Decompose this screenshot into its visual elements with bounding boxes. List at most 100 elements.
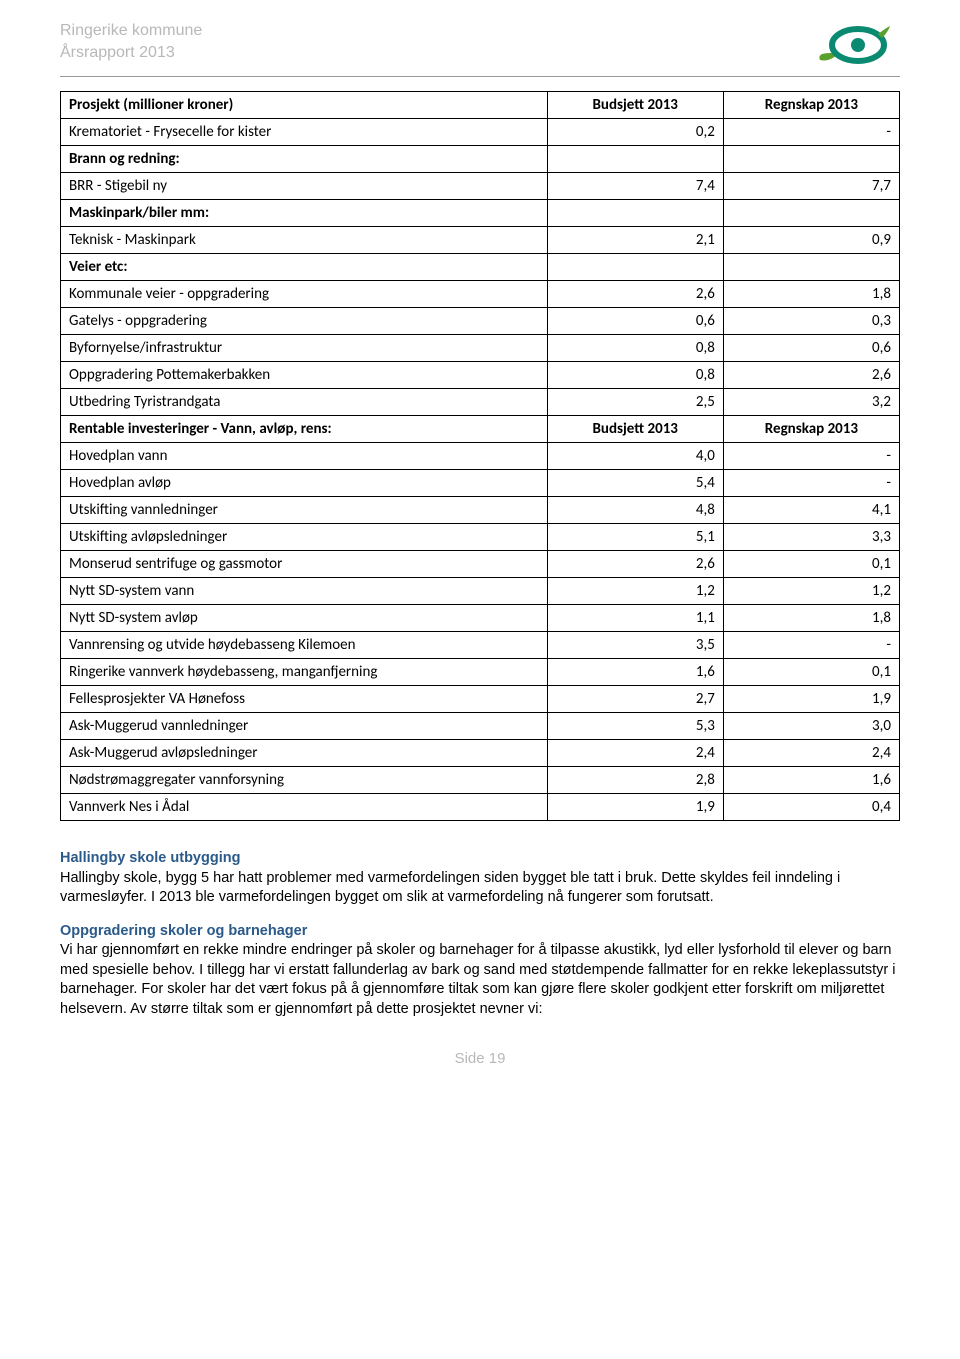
table-row: Nytt SD-system avløp1,11,8	[61, 605, 900, 632]
table-row: Kommunale veier - oppgradering2,61,8	[61, 281, 900, 308]
table-row: Maskinpark/biler mm:	[61, 200, 900, 227]
cell-account: 2,6	[723, 362, 899, 389]
cell-account: 0,1	[723, 551, 899, 578]
cell-budget: 0,2	[547, 119, 723, 146]
header-report: Årsrapport 2013	[60, 42, 202, 64]
cell-account	[723, 254, 899, 281]
cell-account: 3,3	[723, 524, 899, 551]
cell-budget: 1,6	[547, 659, 723, 686]
table-header-row: Prosjekt (millioner kroner) Budsjett 201…	[61, 92, 900, 119]
cell-budget: 5,4	[547, 470, 723, 497]
cell-account: 1,6	[723, 767, 899, 794]
cell-label: Byfornyelse/infrastruktur	[61, 335, 548, 362]
table-row: Vannrensing og utvide høydebasseng Kilem…	[61, 632, 900, 659]
table-row: Utbedring Tyristrandgata2,53,2	[61, 389, 900, 416]
cell-budget: Budsjett 2013	[547, 416, 723, 443]
cell-budget	[547, 200, 723, 227]
cell-budget: 1,1	[547, 605, 723, 632]
cell-label: Hovedplan vann	[61, 443, 548, 470]
cell-label: Vannrensing og utvide høydebasseng Kilem…	[61, 632, 548, 659]
col-header-budget: Budsjett 2013	[547, 92, 723, 119]
table-row: Fellesprosjekter VA Hønefoss2,71,9	[61, 686, 900, 713]
cell-account: 3,0	[723, 713, 899, 740]
header-org: Ringerike kommune	[60, 20, 202, 42]
cell-budget: 5,3	[547, 713, 723, 740]
cell-label: Ask-Muggerud vannledninger	[61, 713, 548, 740]
cell-budget: 2,4	[547, 740, 723, 767]
cell-budget: 3,5	[547, 632, 723, 659]
table-row: Monserud sentrifuge og gassmotor2,60,1	[61, 551, 900, 578]
cell-label: Maskinpark/biler mm:	[61, 200, 548, 227]
cell-budget: 1,9	[547, 794, 723, 821]
cell-account: 4,1	[723, 497, 899, 524]
cell-account: 0,3	[723, 308, 899, 335]
cell-account: 1,8	[723, 605, 899, 632]
cell-budget: 4,0	[547, 443, 723, 470]
cell-budget: 2,1	[547, 227, 723, 254]
cell-account: 2,4	[723, 740, 899, 767]
cell-budget: 0,8	[547, 362, 723, 389]
cell-label: Nødstrømaggregater vannforsyning	[61, 767, 548, 794]
table-row: Rentable investeringer - Vann, avløp, re…	[61, 416, 900, 443]
table-row: Hovedplan vann4,0-	[61, 443, 900, 470]
table-row: BRR - Stigebil ny7,47,7	[61, 173, 900, 200]
body-text: Hallingby skole utbyggingHallingby skole…	[60, 849, 900, 1020]
cell-budget: 2,7	[547, 686, 723, 713]
cell-account: 0,4	[723, 794, 899, 821]
table-row: Ask-Muggerud vannledninger5,33,0	[61, 713, 900, 740]
cell-budget: 1,2	[547, 578, 723, 605]
table-row: Vannverk Nes i Ådal1,90,4	[61, 794, 900, 821]
cell-account: -	[723, 443, 899, 470]
cell-account: 1,9	[723, 686, 899, 713]
table-row: Gatelys - oppgradering0,60,3	[61, 308, 900, 335]
table-row: Ask-Muggerud avløpsledninger2,42,4	[61, 740, 900, 767]
cell-label: Ask-Muggerud avløpsledninger	[61, 740, 548, 767]
cell-account: 0,9	[723, 227, 899, 254]
table-row: Nytt SD-system vann1,21,2	[61, 578, 900, 605]
cell-account: -	[723, 470, 899, 497]
cell-label: Veier etc:	[61, 254, 548, 281]
cell-account: -	[723, 119, 899, 146]
table-row: Utskifting vannledninger4,84,1	[61, 497, 900, 524]
cell-label: BRR - Stigebil ny	[61, 173, 548, 200]
cell-budget: 4,8	[547, 497, 723, 524]
logo-icon	[800, 20, 900, 70]
cell-label: Gatelys - oppgradering	[61, 308, 548, 335]
header-rule	[60, 76, 900, 77]
cell-account	[723, 200, 899, 227]
cell-budget	[547, 254, 723, 281]
cell-account: 0,1	[723, 659, 899, 686]
cell-budget: 2,5	[547, 389, 723, 416]
budget-table: Prosjekt (millioner kroner) Budsjett 201…	[60, 91, 900, 821]
cell-account: 1,8	[723, 281, 899, 308]
cell-budget: 0,6	[547, 308, 723, 335]
page-number: Side 19	[60, 1050, 900, 1067]
page-header: Ringerike kommune Årsrapport 2013	[60, 20, 900, 70]
cell-label: Rentable investeringer - Vann, avløp, re…	[61, 416, 548, 443]
cell-label: Fellesprosjekter VA Hønefoss	[61, 686, 548, 713]
cell-label: Utbedring Tyristrandgata	[61, 389, 548, 416]
cell-budget: 2,6	[547, 551, 723, 578]
table-row: Brann og redning:	[61, 146, 900, 173]
table-row: Byfornyelse/infrastruktur0,80,6	[61, 335, 900, 362]
table-row: Ringerike vannverk høydebasseng, manganf…	[61, 659, 900, 686]
cell-budget	[547, 146, 723, 173]
cell-label: Hovedplan avløp	[61, 470, 548, 497]
cell-label: Kommunale veier - oppgradering	[61, 281, 548, 308]
cell-account: 1,2	[723, 578, 899, 605]
cell-account: -	[723, 632, 899, 659]
section-body: Vi har gjennomført en rekke mindre endri…	[60, 941, 900, 1019]
cell-account: 0,6	[723, 335, 899, 362]
table-row: Nødstrømaggregater vannforsyning2,81,6	[61, 767, 900, 794]
col-header-project: Prosjekt (millioner kroner)	[61, 92, 548, 119]
table-row: Utskifting avløpsledninger5,13,3	[61, 524, 900, 551]
cell-account: 3,2	[723, 389, 899, 416]
cell-label: Ringerike vannverk høydebasseng, manganf…	[61, 659, 548, 686]
cell-account: 7,7	[723, 173, 899, 200]
cell-label: Monserud sentrifuge og gassmotor	[61, 551, 548, 578]
cell-budget: 2,6	[547, 281, 723, 308]
table-row: Teknisk - Maskinpark2,10,9	[61, 227, 900, 254]
cell-label: Oppgradering Pottemakerbakken	[61, 362, 548, 389]
cell-budget: 5,1	[547, 524, 723, 551]
cell-budget: 0,8	[547, 335, 723, 362]
